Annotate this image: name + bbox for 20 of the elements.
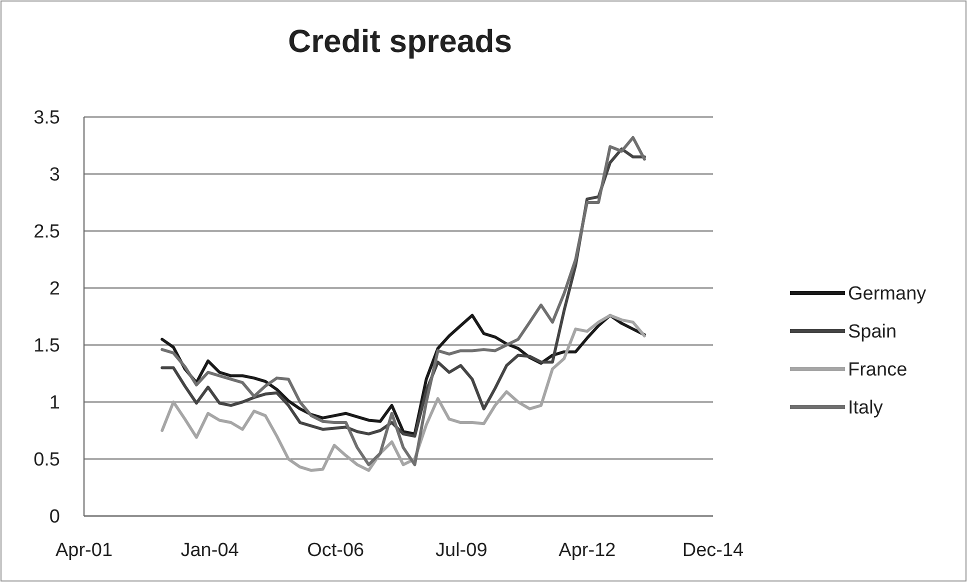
x-tick-label: Oct-06: [307, 540, 364, 561]
chart-title: Credit spreads: [288, 23, 512, 59]
y-tick-label: 1.5: [34, 336, 60, 357]
line-series: [160, 314, 646, 472]
legend-label: Germany: [848, 284, 927, 305]
y-tick-label: 0.5: [34, 450, 60, 471]
legend-label: Italy: [848, 398, 884, 419]
y-tick-label: 2: [49, 278, 60, 300]
x-tick-label: Jan-04: [180, 540, 240, 561]
x-tick-label: Jul-09: [436, 540, 488, 561]
x-tick-label: Dec-14: [682, 540, 744, 561]
legend-label: Spain: [848, 322, 897, 343]
legend-label: France: [848, 360, 908, 381]
x-tick-label: Apr-12: [558, 540, 616, 561]
y-tick-label: 0: [49, 506, 60, 528]
y-tick-label: 3.5: [34, 108, 60, 129]
y-tick-label: 3: [49, 164, 60, 186]
y-tick-label: 1: [49, 392, 60, 414]
y-tick-label: 2.5: [34, 222, 60, 243]
x-tick-label: Apr-01: [55, 540, 113, 561]
